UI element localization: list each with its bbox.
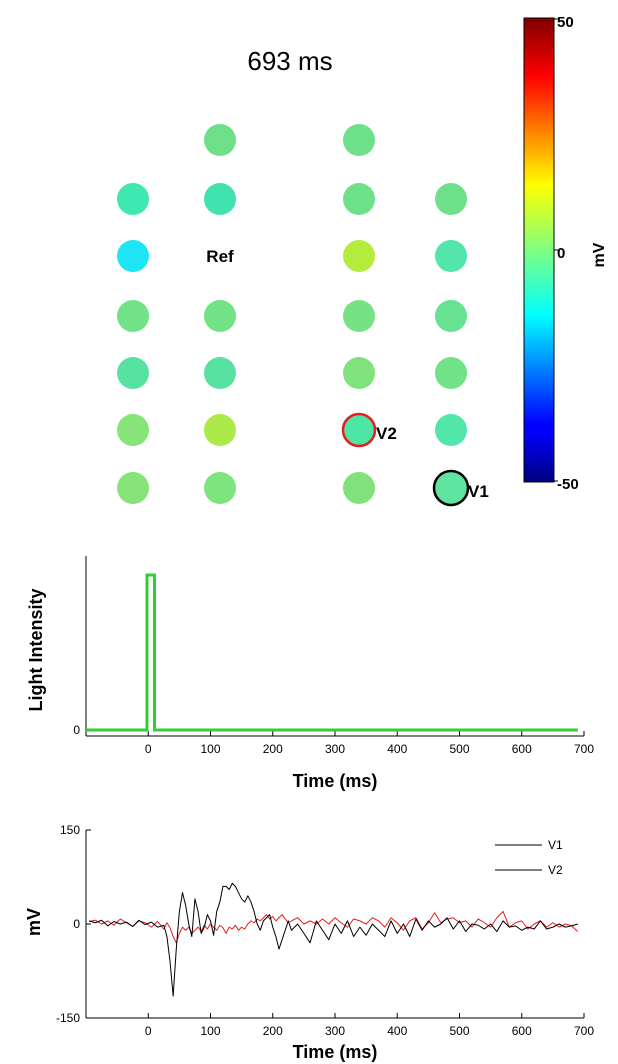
x-tick-label: 300 bbox=[325, 1024, 345, 1038]
electrode bbox=[343, 124, 375, 156]
electrode-map: V2 V1 bbox=[117, 124, 489, 507]
electrode bbox=[343, 300, 375, 332]
x-tick-label: 200 bbox=[263, 742, 283, 756]
x-tick-label: 0 bbox=[145, 742, 152, 756]
x-tick-label: 600 bbox=[512, 742, 532, 756]
electrode bbox=[117, 240, 149, 272]
x-tick-label: 200 bbox=[263, 1024, 283, 1038]
electrode bbox=[343, 472, 375, 504]
electrode bbox=[435, 414, 467, 446]
x-tick-label: 400 bbox=[387, 1024, 407, 1038]
chart1-ylabel: Light Intensity bbox=[26, 589, 46, 712]
light-pulse-line bbox=[86, 573, 578, 732]
colorbar-max-label: 50 bbox=[557, 14, 574, 31]
electrode bbox=[117, 472, 149, 504]
colorbar-gradient bbox=[523, 17, 555, 483]
chart1-plot-area bbox=[86, 556, 584, 730]
y-tick-label: 0 bbox=[73, 917, 80, 931]
colorbar: 50 0 -50 mV bbox=[523, 14, 608, 493]
chart2-legend: V1 V2 bbox=[495, 838, 563, 877]
x-tick-label: 400 bbox=[387, 742, 407, 756]
y-tick-label: 150 bbox=[60, 823, 80, 837]
electrode bbox=[204, 124, 236, 156]
trace-v1 bbox=[88, 882, 578, 997]
frame-time-label: 693 ms bbox=[247, 46, 332, 76]
x-tick-label: 100 bbox=[200, 1024, 220, 1038]
electrode-marker-label: V1 bbox=[468, 482, 489, 501]
electrode bbox=[117, 414, 149, 446]
electrode bbox=[343, 183, 375, 215]
electrode bbox=[204, 472, 236, 504]
x-tick-label: 500 bbox=[449, 742, 469, 756]
legend-label: V2 bbox=[548, 863, 563, 877]
x-tick-label: 0 bbox=[145, 1024, 152, 1038]
legend-label: V1 bbox=[548, 838, 563, 852]
chart1-xlabel: Time (ms) bbox=[293, 771, 378, 791]
electrode bbox=[341, 412, 377, 448]
x-tick-label: 100 bbox=[200, 742, 220, 756]
electrode bbox=[117, 183, 149, 215]
colorbar-mid-label: 0 bbox=[557, 245, 565, 262]
chart2-ylabel: mV bbox=[24, 908, 44, 936]
electrode bbox=[204, 183, 236, 215]
colorbar-unit-label: mV bbox=[591, 242, 608, 267]
reference-label: Ref bbox=[206, 247, 234, 266]
electrode-marker-label: V2 bbox=[376, 424, 397, 443]
y-tick-label: -150 bbox=[56, 1011, 80, 1025]
x-tick-label: 600 bbox=[512, 1024, 532, 1038]
x-tick-label: 700 bbox=[574, 742, 594, 756]
electrode bbox=[204, 414, 236, 446]
electrode bbox=[435, 300, 467, 332]
x-tick-label: 300 bbox=[325, 742, 345, 756]
electrode bbox=[435, 183, 467, 215]
electrode bbox=[204, 300, 236, 332]
electrode bbox=[343, 357, 375, 389]
colorbar-min-label: -50 bbox=[557, 476, 579, 493]
electrode bbox=[435, 357, 467, 389]
y-tick-label: 0 bbox=[73, 723, 80, 737]
voltage-trace-chart: mV Time (ms) 0 100 200 300 400 500 600 700 150 0 -… bbox=[24, 823, 594, 1062]
x-tick-label: 700 bbox=[574, 1024, 594, 1038]
electrode bbox=[117, 300, 149, 332]
electrode bbox=[343, 240, 375, 272]
x-tick-label: 500 bbox=[449, 1024, 469, 1038]
light-intensity-chart: Light Intensity Time (ms) 0 100 200 300 400 5… bbox=[26, 556, 594, 791]
electrode bbox=[432, 469, 470, 507]
chart2-xlabel: Time (ms) bbox=[293, 1042, 378, 1062]
trace-v2 bbox=[89, 910, 579, 944]
electrode bbox=[435, 240, 467, 272]
electrode bbox=[117, 357, 149, 389]
electrode bbox=[204, 357, 236, 389]
